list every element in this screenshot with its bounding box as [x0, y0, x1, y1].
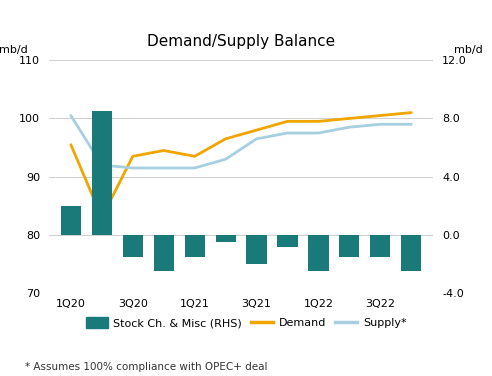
Bar — [401, 235, 421, 271]
Bar — [92, 111, 112, 235]
Supply* — [192, 166, 198, 170]
Demand — [284, 119, 290, 124]
Bar — [184, 235, 205, 257]
Supply* — [161, 166, 167, 170]
Legend: Stock Ch. & Misc (RHS), Demand, Supply*: Stock Ch. & Misc (RHS), Demand, Supply* — [81, 312, 411, 333]
Supply* — [223, 157, 229, 162]
Demand — [223, 136, 229, 141]
Bar — [123, 235, 143, 257]
Supply* — [315, 131, 321, 135]
Text: mb/d: mb/d — [454, 45, 483, 56]
Bar — [61, 206, 81, 235]
Bar — [277, 235, 298, 247]
Line: Supply*: Supply* — [71, 115, 411, 168]
Supply* — [99, 163, 105, 167]
Demand — [315, 119, 321, 124]
Supply* — [130, 166, 136, 170]
Text: mb/d: mb/d — [0, 45, 28, 56]
Line: Demand: Demand — [71, 113, 411, 217]
Title: Demand/Supply Balance: Demand/Supply Balance — [147, 34, 335, 49]
Bar — [339, 235, 360, 257]
Demand — [253, 128, 259, 132]
Demand — [408, 111, 414, 115]
Supply* — [346, 125, 352, 129]
Supply* — [408, 122, 414, 127]
Demand — [161, 148, 167, 153]
Supply* — [68, 113, 74, 118]
Bar — [154, 235, 174, 271]
Bar — [370, 235, 391, 257]
Bar — [246, 235, 267, 264]
Demand — [192, 154, 198, 159]
Demand — [99, 215, 105, 220]
Supply* — [284, 131, 290, 135]
Bar — [215, 235, 236, 242]
Bar — [308, 235, 329, 271]
Demand — [68, 143, 74, 147]
Text: * Assumes 100% compliance with OPEC+ deal: * Assumes 100% compliance with OPEC+ dea… — [25, 362, 267, 372]
Demand — [346, 116, 352, 121]
Demand — [130, 154, 136, 159]
Supply* — [253, 136, 259, 141]
Supply* — [377, 122, 383, 127]
Demand — [377, 113, 383, 118]
